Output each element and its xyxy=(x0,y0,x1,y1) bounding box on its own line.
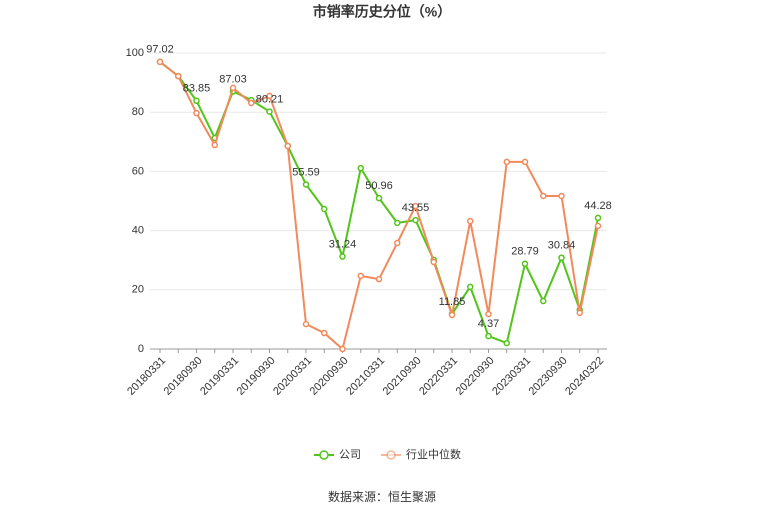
data-label: 87.03 xyxy=(219,73,247,85)
point xyxy=(339,253,346,260)
legend-label: 行业中位数 xyxy=(406,447,461,461)
y-tick-label: 100 xyxy=(126,47,144,59)
point xyxy=(302,181,310,188)
y-tick-label: 60 xyxy=(132,165,144,177)
chart-title: 市销率历史分位（%） xyxy=(313,4,451,20)
data-label: 50.96 xyxy=(365,180,393,192)
point xyxy=(540,192,547,200)
point xyxy=(412,216,419,224)
point xyxy=(156,58,164,66)
x-tick-label: 20190331 xyxy=(198,355,241,398)
data-label: 55.59 xyxy=(292,166,320,178)
point xyxy=(266,108,273,115)
point xyxy=(229,84,237,92)
point xyxy=(576,309,583,317)
point xyxy=(467,283,474,291)
x-tick-label: 20200331 xyxy=(271,355,314,398)
x-tick-label: 20230331 xyxy=(490,355,533,398)
data-label: 97.02 xyxy=(146,44,174,56)
legend-label: 公司 xyxy=(339,449,361,461)
y-tick-label: 80 xyxy=(132,106,144,118)
data-label: 31.24 xyxy=(329,238,357,250)
data-label: 80.21 xyxy=(256,93,284,105)
point xyxy=(266,92,273,100)
series-line xyxy=(159,61,599,345)
point xyxy=(521,260,529,268)
x-tick-label: 20190930 xyxy=(235,355,278,398)
point xyxy=(211,141,218,149)
data-label: 43.55 xyxy=(402,202,430,214)
point xyxy=(448,311,456,319)
x-tick-label: 20230930 xyxy=(527,355,570,398)
point xyxy=(540,297,547,305)
point xyxy=(594,214,602,222)
point xyxy=(467,217,474,225)
y-tick-label: 20 xyxy=(132,284,144,296)
x-tick-label: 20210331 xyxy=(344,355,387,398)
data-label: 83.85 xyxy=(183,83,211,95)
point xyxy=(430,258,437,266)
legend-marker xyxy=(319,450,329,460)
y-tick-label: 0 xyxy=(138,343,144,355)
point xyxy=(193,97,200,105)
point xyxy=(375,194,383,202)
point xyxy=(503,158,510,166)
point xyxy=(412,202,419,210)
x-tick-label: 20180331 xyxy=(125,355,168,398)
x-tick-label: 20180930 xyxy=(162,355,205,398)
point xyxy=(521,158,529,166)
data-label: 11.85 xyxy=(439,296,466,308)
point xyxy=(394,219,401,227)
data-label: 4.37 xyxy=(478,318,499,330)
data-label: 30.84 xyxy=(548,240,576,252)
source: 数据来源：恒生聚源 xyxy=(328,489,436,504)
x-tick-label: 20220930 xyxy=(454,355,497,398)
point xyxy=(302,320,310,328)
point xyxy=(558,254,565,261)
point xyxy=(375,275,383,283)
point xyxy=(321,205,328,213)
point xyxy=(339,345,346,353)
point xyxy=(594,222,602,230)
point xyxy=(284,142,291,150)
x-tick-label: 20220331 xyxy=(417,355,460,398)
legend-marker xyxy=(386,450,396,460)
point xyxy=(357,164,364,172)
data-label: 44.28 xyxy=(584,200,612,212)
y-tick-label: 40 xyxy=(132,225,144,237)
point xyxy=(193,109,200,117)
x-tick-label: 20240322 xyxy=(563,355,606,398)
point xyxy=(485,332,492,340)
x-tick-label: 20200930 xyxy=(308,355,351,398)
point xyxy=(503,339,510,347)
series-line xyxy=(159,61,599,351)
point xyxy=(357,272,364,280)
point xyxy=(175,72,182,80)
point xyxy=(558,192,565,200)
point xyxy=(248,99,255,107)
point xyxy=(485,310,492,318)
x-tick-label: 20210930 xyxy=(381,355,424,398)
point xyxy=(394,239,401,247)
data-label: 28.79 xyxy=(511,246,539,258)
point xyxy=(321,329,328,337)
